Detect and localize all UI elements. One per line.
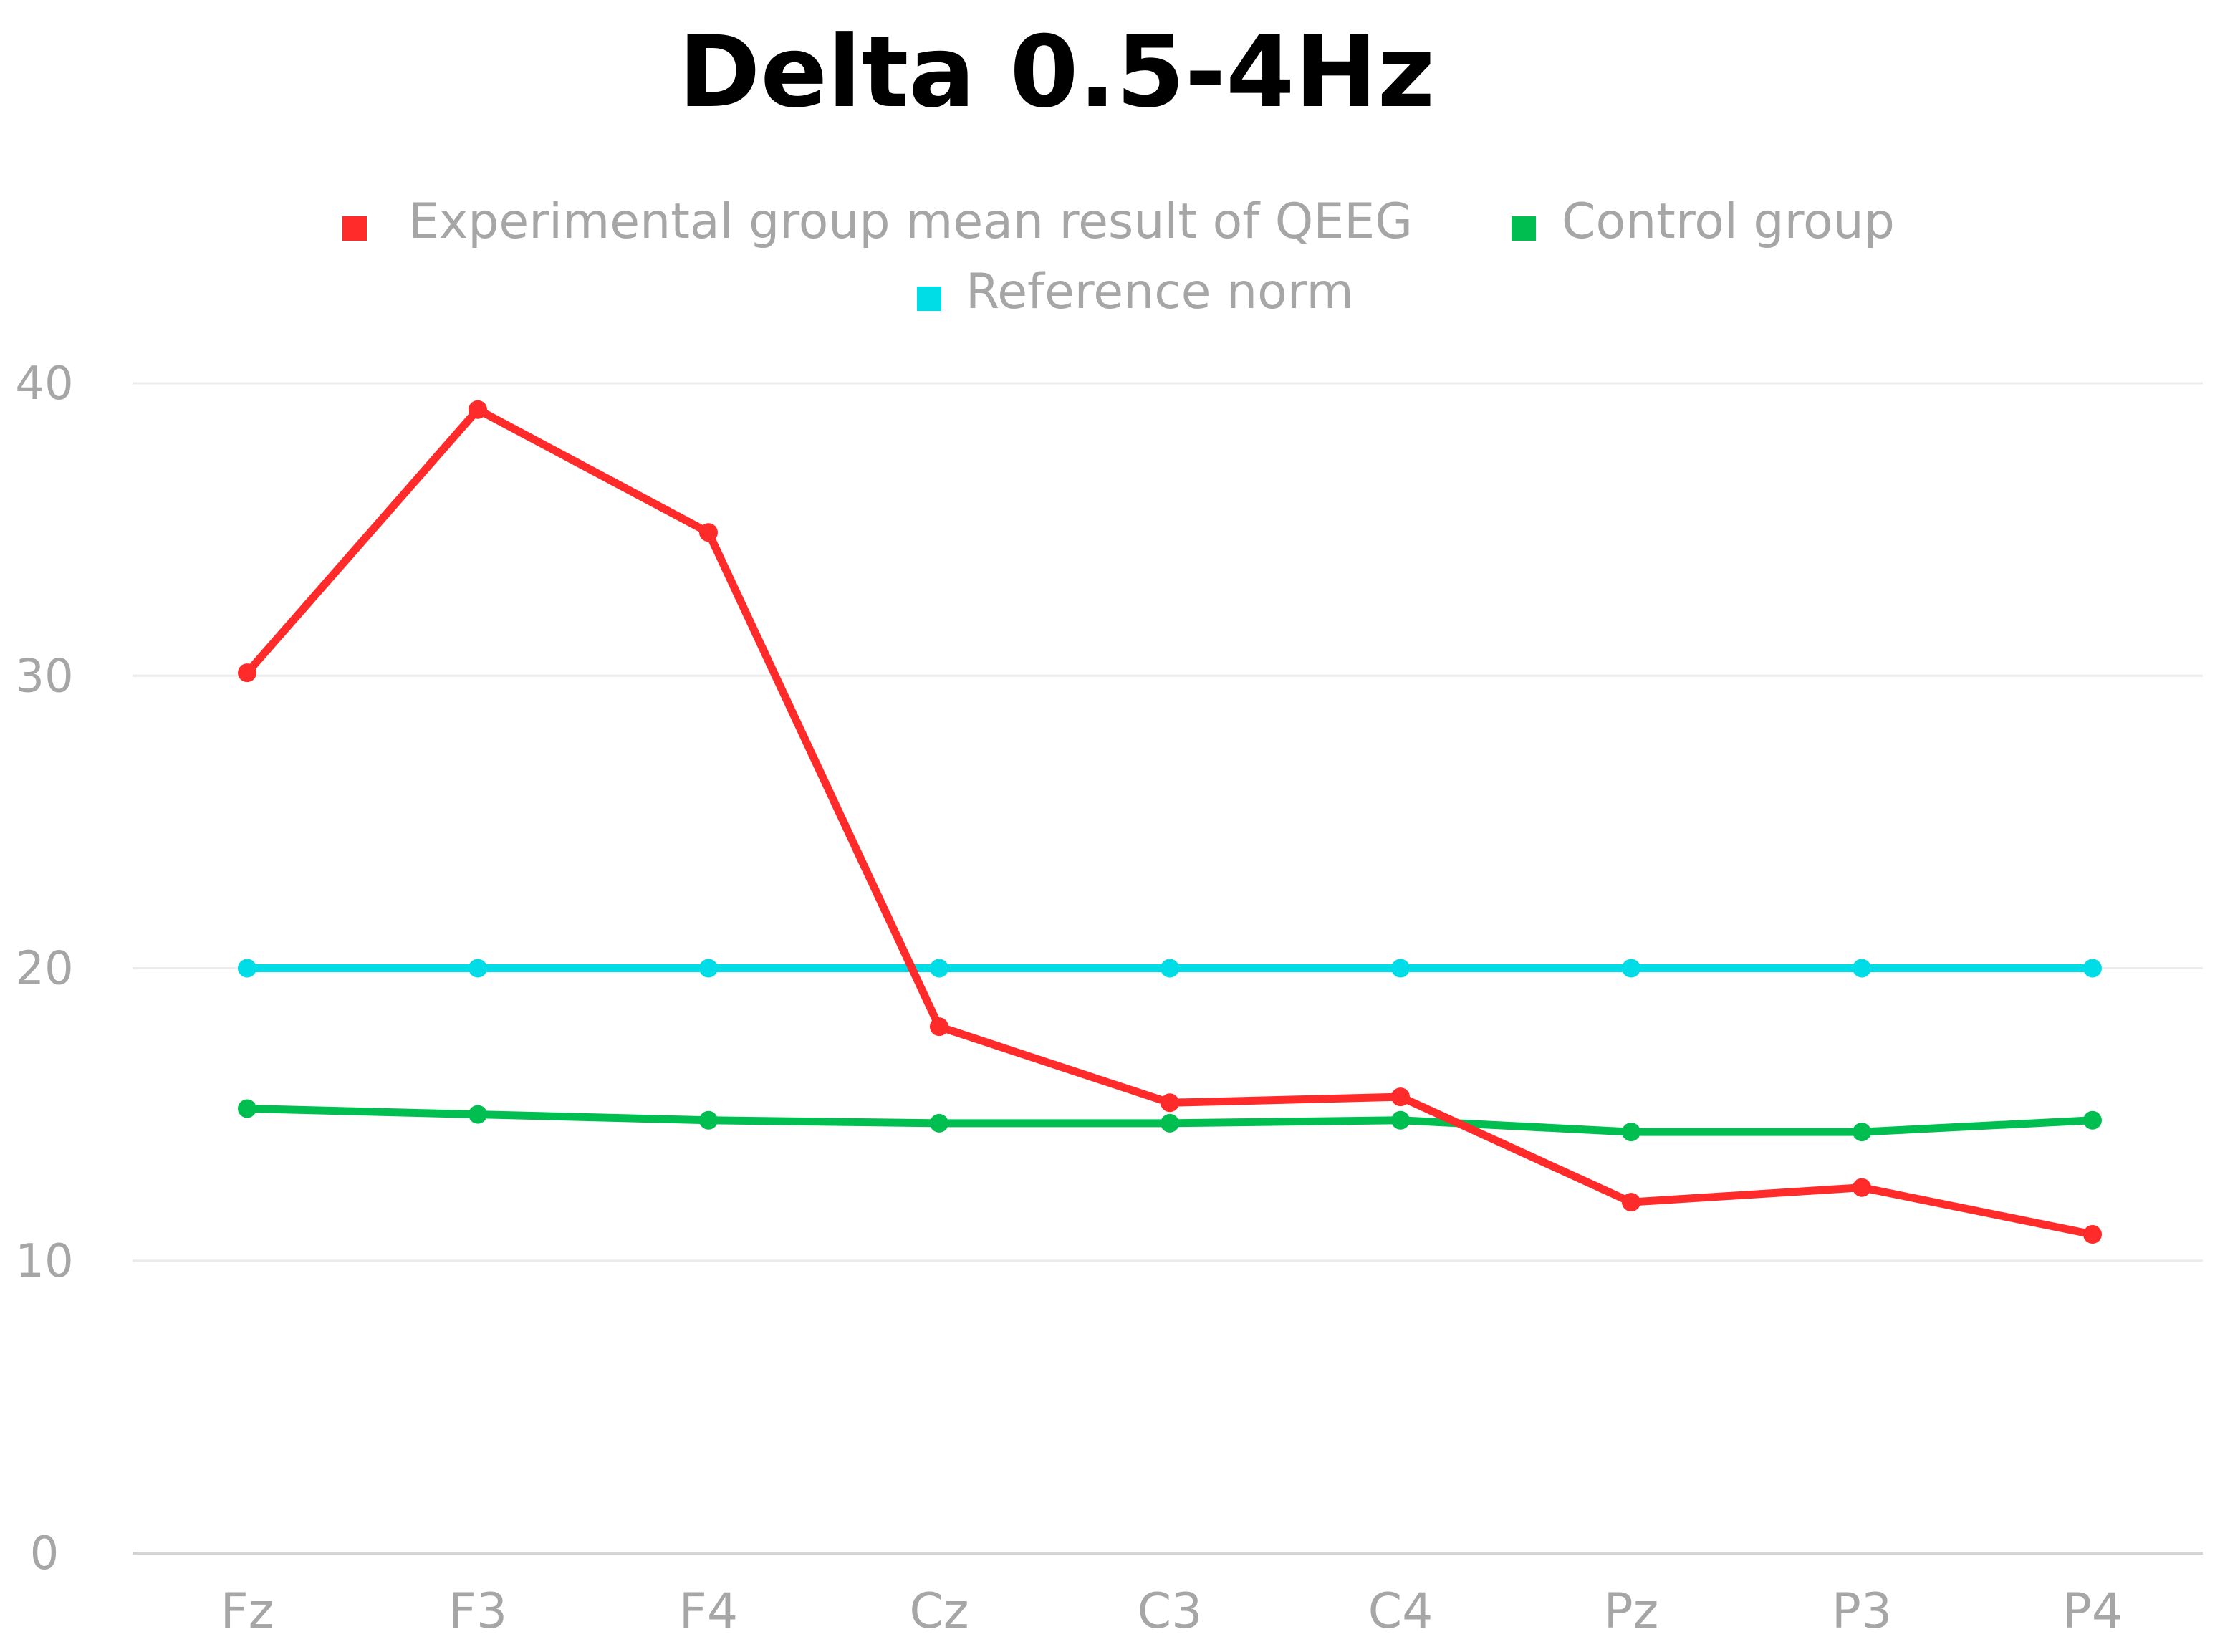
- legend-swatch-control: [1512, 216, 1536, 241]
- data-point-experimental: [238, 663, 256, 683]
- x-tick-label: C4: [1368, 1583, 1433, 1640]
- x-tick-label: P4: [2062, 1583, 2123, 1640]
- legend-swatch-experimental: [342, 216, 367, 241]
- data-point-control: [238, 1099, 256, 1118]
- data-point-reference: [238, 959, 256, 978]
- data-point-experimental: [1161, 1093, 1179, 1113]
- data-point-control: [1391, 1110, 1410, 1130]
- x-tick-label: Pz: [1604, 1583, 1659, 1640]
- data-point-experimental: [699, 523, 718, 542]
- data-point-experimental: [930, 1017, 948, 1037]
- x-tick-label: Cz: [909, 1583, 969, 1640]
- legend-item-control: Control group: [1512, 193, 1895, 250]
- legend-label-reference: Reference norm: [966, 264, 1354, 320]
- data-point-experimental: [1391, 1087, 1410, 1107]
- y-tick-label: 20: [15, 943, 73, 996]
- x-tick-label: C3: [1138, 1583, 1203, 1640]
- data-point-experimental: [1622, 1193, 1640, 1212]
- data-point-control: [1622, 1123, 1640, 1142]
- data-point-control: [1853, 1123, 1871, 1142]
- series-control: [238, 1099, 2102, 1142]
- data-point-reference: [699, 959, 718, 978]
- series-experimental: [238, 400, 2102, 1244]
- legend-label-control: Control group: [1562, 193, 1895, 250]
- data-point-control: [469, 1105, 487, 1124]
- y-tick-label: 10: [15, 1235, 73, 1288]
- legend-label-experimental: Experimental group mean result of QEEG: [408, 193, 1413, 250]
- data-point-reference: [469, 959, 487, 978]
- x-tick-label: F4: [679, 1583, 738, 1640]
- y-axis-ticks: 0 10 20 30 40: [15, 357, 73, 1580]
- data-point-experimental: [469, 400, 487, 419]
- chart-title: Delta 0.5-4Hz: [678, 14, 1435, 130]
- legend-item-experimental: Experimental group mean result of QEEG: [342, 193, 1413, 250]
- data-point-experimental: [1853, 1178, 1871, 1197]
- data-point-experimental: [2083, 1225, 2102, 1244]
- y-tick-label: 0: [30, 1527, 59, 1580]
- data-point-reference: [1391, 959, 1410, 978]
- data-point-control: [1161, 1113, 1179, 1133]
- legend: Experimental group mean result of QEEG C…: [342, 193, 1895, 320]
- y-tick-label: 30: [15, 650, 73, 703]
- legend-item-reference: Reference norm: [917, 264, 1354, 320]
- x-tick-label: Fz: [221, 1583, 274, 1640]
- data-point-reference: [930, 959, 948, 978]
- x-tick-label: P3: [1832, 1583, 1892, 1640]
- x-axis-ticks: Fz F3 F4 Cz C3 C4 Pz P3 P4: [221, 1583, 2123, 1640]
- data-point-reference: [1622, 959, 1640, 978]
- x-tick-label: F3: [448, 1583, 507, 1640]
- data-point-control: [2083, 1110, 2102, 1130]
- data-point-reference: [1161, 959, 1179, 978]
- legend-swatch-reference: [917, 287, 941, 311]
- data-point-control: [699, 1110, 718, 1130]
- series-group: [238, 400, 2102, 1244]
- series-reference: [238, 959, 2102, 978]
- y-tick-label: 40: [15, 357, 73, 410]
- data-point-reference: [1853, 959, 1871, 978]
- data-point-control: [930, 1113, 948, 1133]
- data-point-reference: [2083, 959, 2102, 978]
